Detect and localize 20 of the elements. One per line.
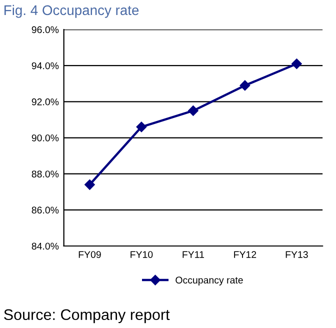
point xyxy=(240,80,250,91)
x-tick-label: FY12 xyxy=(234,251,256,258)
y-tick-label: 88.0% xyxy=(32,170,59,178)
x-tick-label: FY11 xyxy=(182,251,204,258)
x-tick-label: FY13 xyxy=(286,251,308,258)
x-tick-label: FY10 xyxy=(130,251,153,258)
legend-label: Occupancy rate xyxy=(176,276,243,286)
y-tick-label: 90.0% xyxy=(32,134,59,142)
y-tick-label: 86.0% xyxy=(32,206,59,214)
x-tick-label: FY09 xyxy=(78,251,101,258)
point xyxy=(84,180,95,190)
y-tick-label: 84.0% xyxy=(32,242,59,250)
point xyxy=(188,106,198,116)
y-tick-label: 96.0% xyxy=(32,26,59,34)
point xyxy=(292,58,302,69)
y-tick-label: 92.0% xyxy=(32,98,59,106)
y-tick-label: 94.0% xyxy=(32,62,59,70)
chart-title: Fig. 4 Occupancy rate xyxy=(4,4,139,18)
point xyxy=(136,122,147,132)
source-note: Source: Company report xyxy=(4,309,170,324)
